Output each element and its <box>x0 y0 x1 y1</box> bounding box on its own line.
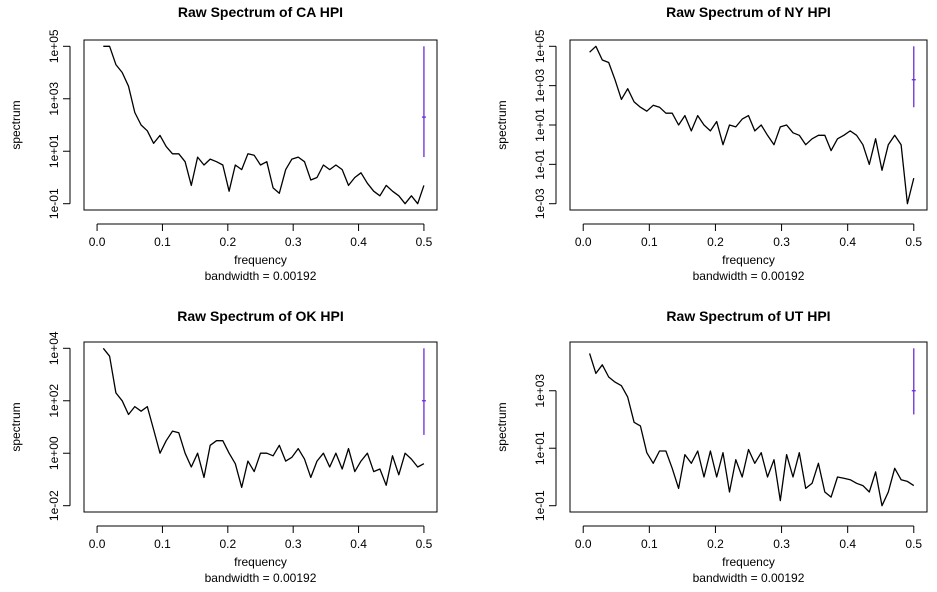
x-tick-label: 0.5 <box>905 235 922 249</box>
y-tick-label: 1e+01 <box>47 134 61 168</box>
x-tick-label: 0.0 <box>575 235 592 249</box>
y-tick-label: 1e+03 <box>533 374 547 408</box>
chart-title: Raw Spectrum of UT HPI <box>666 308 830 324</box>
chart-title: Raw Spectrum of OK HPI <box>177 308 343 324</box>
x-tick-label: 0.4 <box>350 235 367 249</box>
x-tick-label: 0.4 <box>350 537 367 551</box>
plot-frame <box>569 39 928 211</box>
bandwidth-label: bandwidth = 0.00192 <box>693 571 805 585</box>
y-tick-label: 1e+04 <box>47 331 61 365</box>
x-tick-label: 0.1 <box>641 537 658 551</box>
y-axis-label: spectrum <box>495 402 509 451</box>
y-axis-label: spectrum <box>9 100 23 149</box>
y-tick-label: 1e+02 <box>47 384 61 418</box>
y-axis-label: spectrum <box>495 100 509 149</box>
x-tick-label: 0.5 <box>905 537 922 551</box>
x-tick-label: 0.0 <box>89 235 106 249</box>
x-tick-label: 0.2 <box>707 537 724 551</box>
chart-title: Raw Spectrum of CA HPI <box>178 4 343 20</box>
x-tick-label: 0.2 <box>219 235 236 249</box>
y-tick-label: 1e+03 <box>47 82 61 116</box>
x-tick-label: 0.1 <box>154 537 171 551</box>
x-tick-label: 0.3 <box>773 537 790 551</box>
y-axis-label: spectrum <box>9 402 23 451</box>
x-tick-label: 0.0 <box>575 537 592 551</box>
x-axis-label: frequency <box>722 555 775 569</box>
y-tick-label: 1e-03 <box>533 188 547 219</box>
x-axis-label: frequency <box>234 253 287 267</box>
y-tick-label: 1e-01 <box>533 149 547 180</box>
x-tick-label: 0.4 <box>839 235 856 249</box>
chart-panel-4: Raw Spectrum of UT HPI 0.0 0.1 0.2 0.3 0.4 0.5… <box>495 308 928 585</box>
chart-panel-3: Raw Spectrum of OK HPI 0.0 0.1 0.2 0.3 0.4 0.5… <box>9 308 438 585</box>
y-tick-label: 1e-01 <box>533 490 547 521</box>
x-tick-label: 0.3 <box>285 235 302 249</box>
x-axis-label: frequency <box>722 253 775 267</box>
bandwidth-label: bandwidth = 0.00192 <box>693 269 805 283</box>
chart-panel-2: Raw Spectrum of NY HPI 0.0 0.1 0.2 0.3 0.4 0.5… <box>495 4 928 283</box>
spectrum-line <box>588 353 915 507</box>
chart-panel-1: Raw Spectrum of CA HPI 0.0 0.1 0.2 0.3 0.4 0.5… <box>9 4 438 283</box>
x-tick-label: 0.3 <box>773 235 790 249</box>
spectrum-line <box>103 45 425 205</box>
plot-frame <box>83 39 438 211</box>
x-tick-label: 0.5 <box>416 537 433 551</box>
y-tick-label: 1e-02 <box>47 490 61 521</box>
bandwidth-label: bandwidth = 0.00192 <box>205 571 317 585</box>
x-tick-label: 0.5 <box>416 235 433 249</box>
x-tick-label: 0.1 <box>154 235 171 249</box>
y-tick-label: 1e+05 <box>533 29 547 63</box>
y-tick-label: 1e-01 <box>47 188 61 219</box>
x-tick-label: 0.2 <box>219 537 236 551</box>
y-tick-label: 1e+03 <box>533 68 547 102</box>
x-tick-label: 0.2 <box>707 235 724 249</box>
x-tick-label: 0.4 <box>839 537 856 551</box>
y-tick-label: 1e+00 <box>47 436 61 470</box>
plot-frame <box>569 341 928 513</box>
chart-title: Raw Spectrum of NY HPI <box>666 4 831 20</box>
spectrum-line <box>102 347 425 489</box>
x-tick-label: 0.1 <box>641 235 658 249</box>
x-tick-label: 0.3 <box>285 537 302 551</box>
y-tick-label: 1e+01 <box>533 108 547 142</box>
bandwidth-label: bandwidth = 0.00192 <box>205 269 317 283</box>
y-tick-label: 1e+05 <box>47 29 61 63</box>
y-tick-label: 1e+01 <box>533 431 547 465</box>
spectrum-line <box>589 45 915 205</box>
plot-frame <box>83 341 438 513</box>
x-axis-label: frequency <box>234 555 287 569</box>
x-tick-label: 0.0 <box>89 537 106 551</box>
